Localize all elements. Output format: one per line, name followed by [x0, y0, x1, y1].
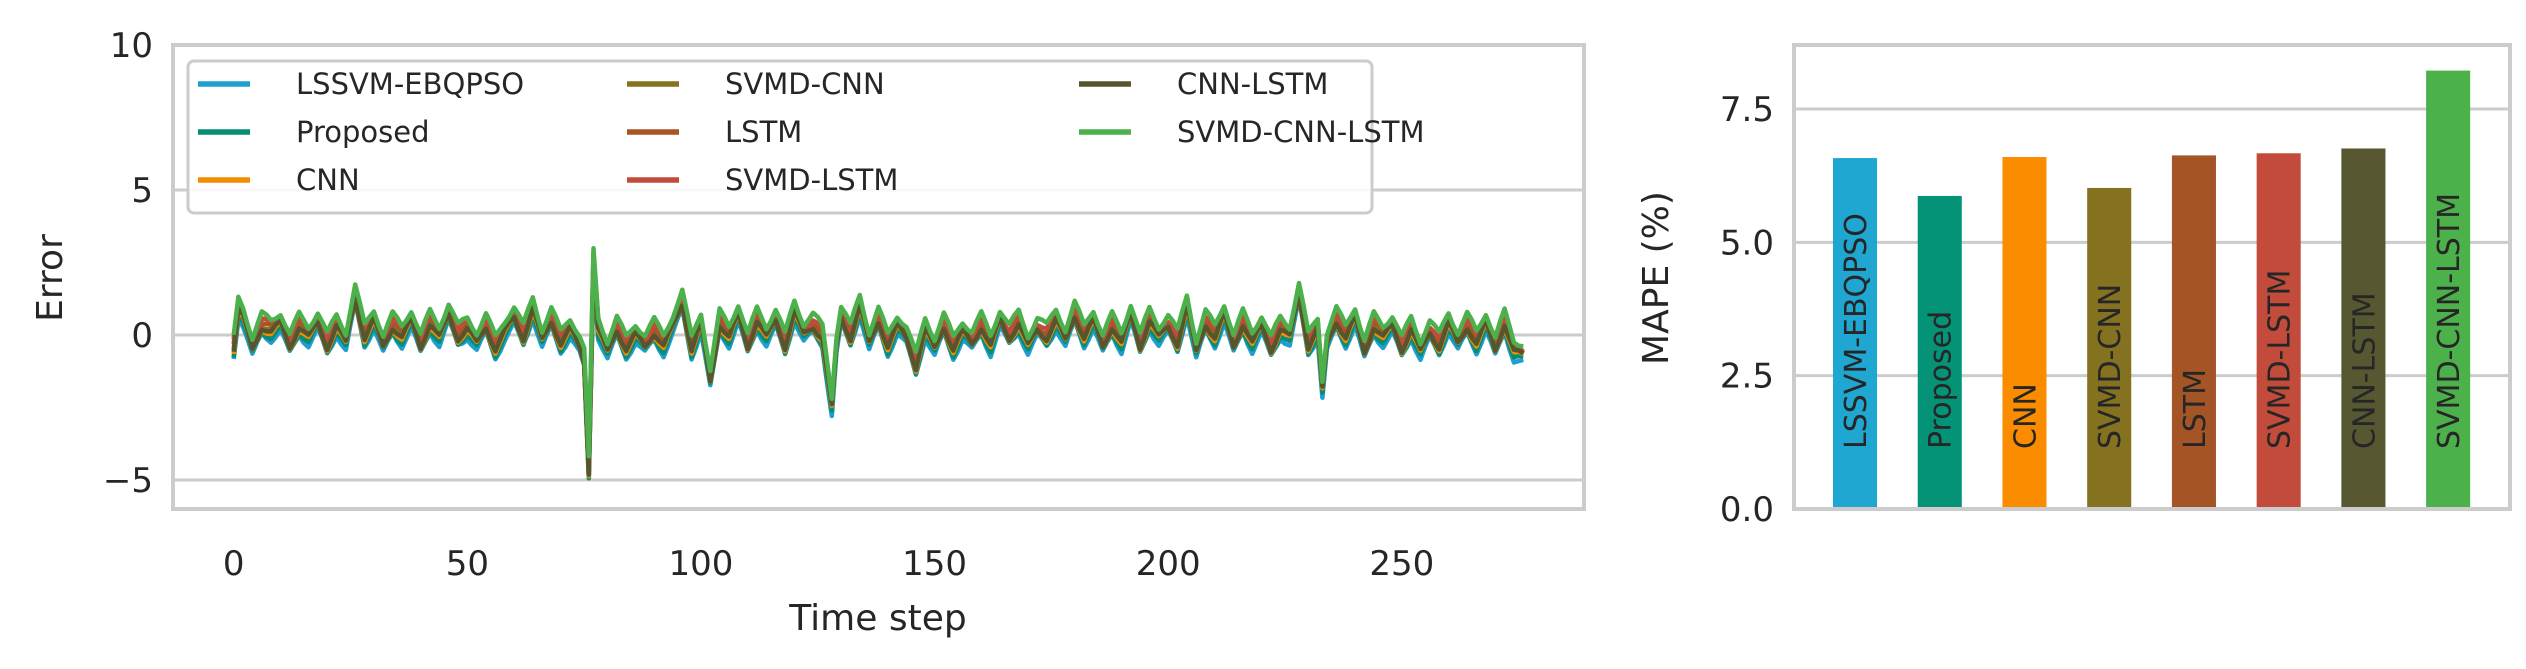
legend-label: SVMD-CNN: [725, 67, 885, 101]
error-chart-y-axis-label: Error: [30, 234, 71, 322]
mape-bar: [1917, 195, 1962, 509]
mape-bar: [2171, 155, 2216, 509]
mape-bar-label: CNN: [2008, 383, 2043, 449]
series-line: [231, 264, 1525, 479]
error-chart-y-tick-label: −5: [103, 461, 153, 501]
series-line: [231, 246, 1524, 459]
error-chart-x-ticks: 0 50 100 150 200 250: [223, 544, 1434, 584]
mape-chart-y-tick-label: 7.5: [1720, 90, 1774, 130]
mape-chart-y-ticks: 0.0 2.5 5.0 7.5: [1720, 90, 1774, 530]
error-chart-x-tick-label: 0: [223, 544, 245, 584]
error-chart-x-tick-label: 150: [902, 544, 967, 584]
mape-chart: LSSVM-EBQPSO Proposed CNN SVMD-CNN LSTM SVMD-…: [1636, 43, 2512, 530]
mape-chart-y-tick-label: 0.0: [1720, 490, 1774, 530]
error-chart-legend: LSSVM-EBQPSO Proposed CNN SVMD-CNN LSTM SVMD-…: [186, 59, 1424, 215]
mape-bar-label: CNN-LSTM: [2347, 292, 2382, 449]
mape-bar: [1832, 158, 1878, 510]
legend-label: SVMD-LSTM: [725, 163, 898, 197]
error-chart-y-tick-label: 0: [131, 316, 153, 356]
mape-bar-label: LSTM: [2178, 369, 2213, 449]
legend-label: CNN: [296, 163, 360, 197]
legend-frame: [186, 59, 1374, 215]
error-chart-y-ticks: 10 5 0 −5: [103, 26, 153, 501]
series-line: [231, 254, 1525, 471]
error-chart-frame: [171, 43, 1586, 511]
error-chart-x-axis-label: Time step: [788, 598, 966, 639]
legend-label: Proposed: [296, 115, 430, 149]
series-line: [231, 270, 1524, 481]
mape-chart-gridlines: [1794, 107, 2510, 511]
legend-label: LSSVM-EBQPSO: [296, 67, 524, 101]
mape-chart-bars: LSSVM-EBQPSO Proposed CNN SVMD-CNN LSTM SVMD-…: [1832, 70, 2471, 510]
mape-chart-y-tick-label: 5.0: [1720, 223, 1774, 263]
mape-chart-y-axis-label: MAPE (%): [1636, 191, 1677, 365]
error-chart-x-tick-label: 50: [446, 544, 489, 584]
error-chart-series-lines: [231, 246, 1525, 481]
series-line: [231, 259, 1525, 476]
mape-bar: [2256, 153, 2301, 509]
mape-bar-label: SVMD-LSTM: [2263, 270, 2298, 449]
mape-bar: [2002, 157, 2047, 509]
legend-label: SVMD-CNN-LSTM: [1177, 115, 1424, 149]
mape-bar-label: SVMD-CNN: [2093, 284, 2128, 449]
legend-label: LSTM: [725, 115, 802, 149]
mape-bar: [2426, 70, 2471, 509]
error-chart-x-tick-label: 200: [1136, 544, 1201, 584]
mape-chart-frame: [1792, 43, 2512, 511]
series-line: [231, 249, 1525, 466]
mape-bar-label: LSSVM-EBQPSO: [1839, 213, 1874, 449]
mape-bar: [2087, 187, 2132, 509]
error-chart-y-tick-label: 5: [131, 171, 153, 211]
mape-bar: [2341, 148, 2386, 509]
series-line: [231, 268, 1524, 481]
legend-items: LSSVM-EBQPSO Proposed CNN SVMD-CNN LSTM SVMD-…: [198, 67, 1424, 197]
mape-bar-label: SVMD-CNN-LSTM: [2432, 193, 2467, 449]
series-line: [231, 261, 1525, 477]
error-chart-x-tick-label: 250: [1369, 544, 1434, 584]
mape-bar-label: Proposed: [1924, 311, 1959, 449]
error-chart-y-tick-label: 10: [110, 26, 153, 66]
mape-chart-y-tick-label: 2.5: [1720, 357, 1774, 397]
legend-label: CNN-LSTM: [1177, 67, 1328, 101]
error-chart-x-tick-label: 100: [669, 544, 734, 584]
